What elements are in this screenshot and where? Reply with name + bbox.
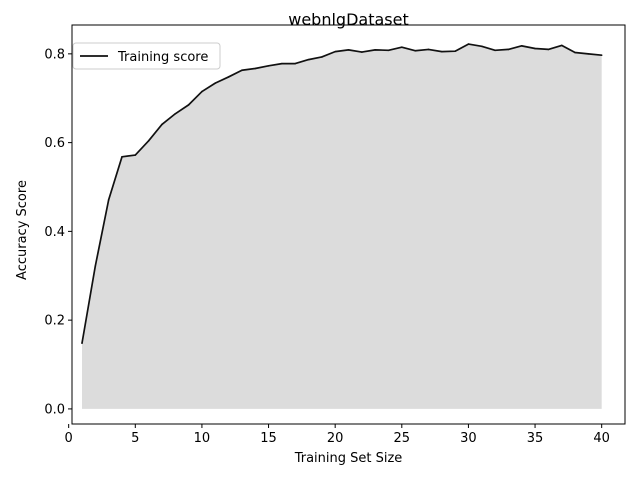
data-point-19 — [321, 56, 323, 58]
y-tick-label: 0.8 — [44, 47, 65, 62]
data-point-24 — [387, 49, 390, 52]
data-point-27 — [427, 48, 430, 51]
x-axis-ticks: 0 5 10 15 20 25 30 35 40 — [65, 424, 610, 446]
plot-frame — [71, 24, 626, 425]
y-tick-label: 0.0 — [44, 402, 65, 417]
data-point-2 — [94, 265, 97, 267]
y-tick-label: 0.6 — [44, 136, 65, 151]
x-tick-label: 35 — [527, 431, 544, 446]
y-axis-title: Accuracy Score — [15, 180, 30, 280]
legend-label-training-score: Training score — [117, 50, 208, 65]
data-point-39 — [587, 53, 590, 55]
x-tick-label: 10 — [194, 431, 211, 446]
data-point-26 — [414, 49, 416, 52]
data-point-25 — [401, 46, 403, 48]
data-point-13 — [241, 69, 243, 72]
y-tick-label: 0.2 — [44, 314, 65, 329]
data-point-29 — [454, 50, 456, 52]
data-point-35 — [534, 47, 536, 50]
x-axis-title: Training Set Size — [294, 451, 403, 466]
data-point-38 — [574, 51, 576, 54]
x-tick-label: 25 — [394, 431, 411, 446]
data-point-21 — [347, 49, 350, 51]
chart-title: webnlgDataset — [288, 10, 408, 29]
data-point-14 — [254, 67, 257, 70]
legend-box — [72, 42, 221, 70]
data-point-28 — [440, 50, 443, 53]
data-point-7 — [161, 123, 163, 126]
data-point-23 — [374, 49, 376, 51]
x-tick-label: 30 — [460, 431, 477, 446]
data-point-9 — [187, 104, 190, 106]
data-point-11 — [214, 82, 217, 84]
data-point-31 — [480, 45, 483, 48]
data-point-5 — [134, 154, 137, 156]
data-point-17 — [294, 62, 296, 65]
data-point-6 — [147, 140, 150, 142]
data-point-1 — [81, 342, 83, 345]
data-point-22 — [361, 51, 363, 53]
data-point-16 — [281, 62, 283, 65]
data-point-40 — [600, 54, 603, 56]
data-point-37 — [560, 44, 563, 47]
training-score-fill-area — [81, 44, 602, 409]
data-point-34 — [520, 45, 523, 47]
y-axis-ticks: 0.0 0.2 0.4 0.6 0.8 — [44, 47, 72, 417]
data-point-20 — [334, 50, 336, 53]
data-point-4 — [121, 156, 123, 158]
data-point-18 — [307, 58, 310, 61]
data-point-3 — [107, 199, 110, 201]
data-point-8 — [174, 112, 177, 115]
data-point-30 — [467, 43, 470, 45]
data-point-10 — [201, 90, 203, 93]
data-point-15 — [267, 65, 270, 67]
legend: Training score — [72, 42, 221, 70]
x-tick-label: 5 — [131, 431, 139, 446]
x-tick-label: 15 — [260, 431, 277, 446]
data-point-33 — [507, 48, 510, 51]
training-score-points — [81, 43, 603, 345]
x-tick-label: 20 — [327, 431, 344, 446]
data-point-32 — [494, 49, 496, 52]
x-tick-label: 0 — [65, 431, 73, 446]
data-point-12 — [227, 76, 230, 78]
data-point-36 — [547, 48, 550, 51]
y-tick-label: 0.4 — [44, 225, 65, 240]
training-score-line — [81, 43, 602, 344]
x-tick-label: 40 — [593, 431, 610, 446]
